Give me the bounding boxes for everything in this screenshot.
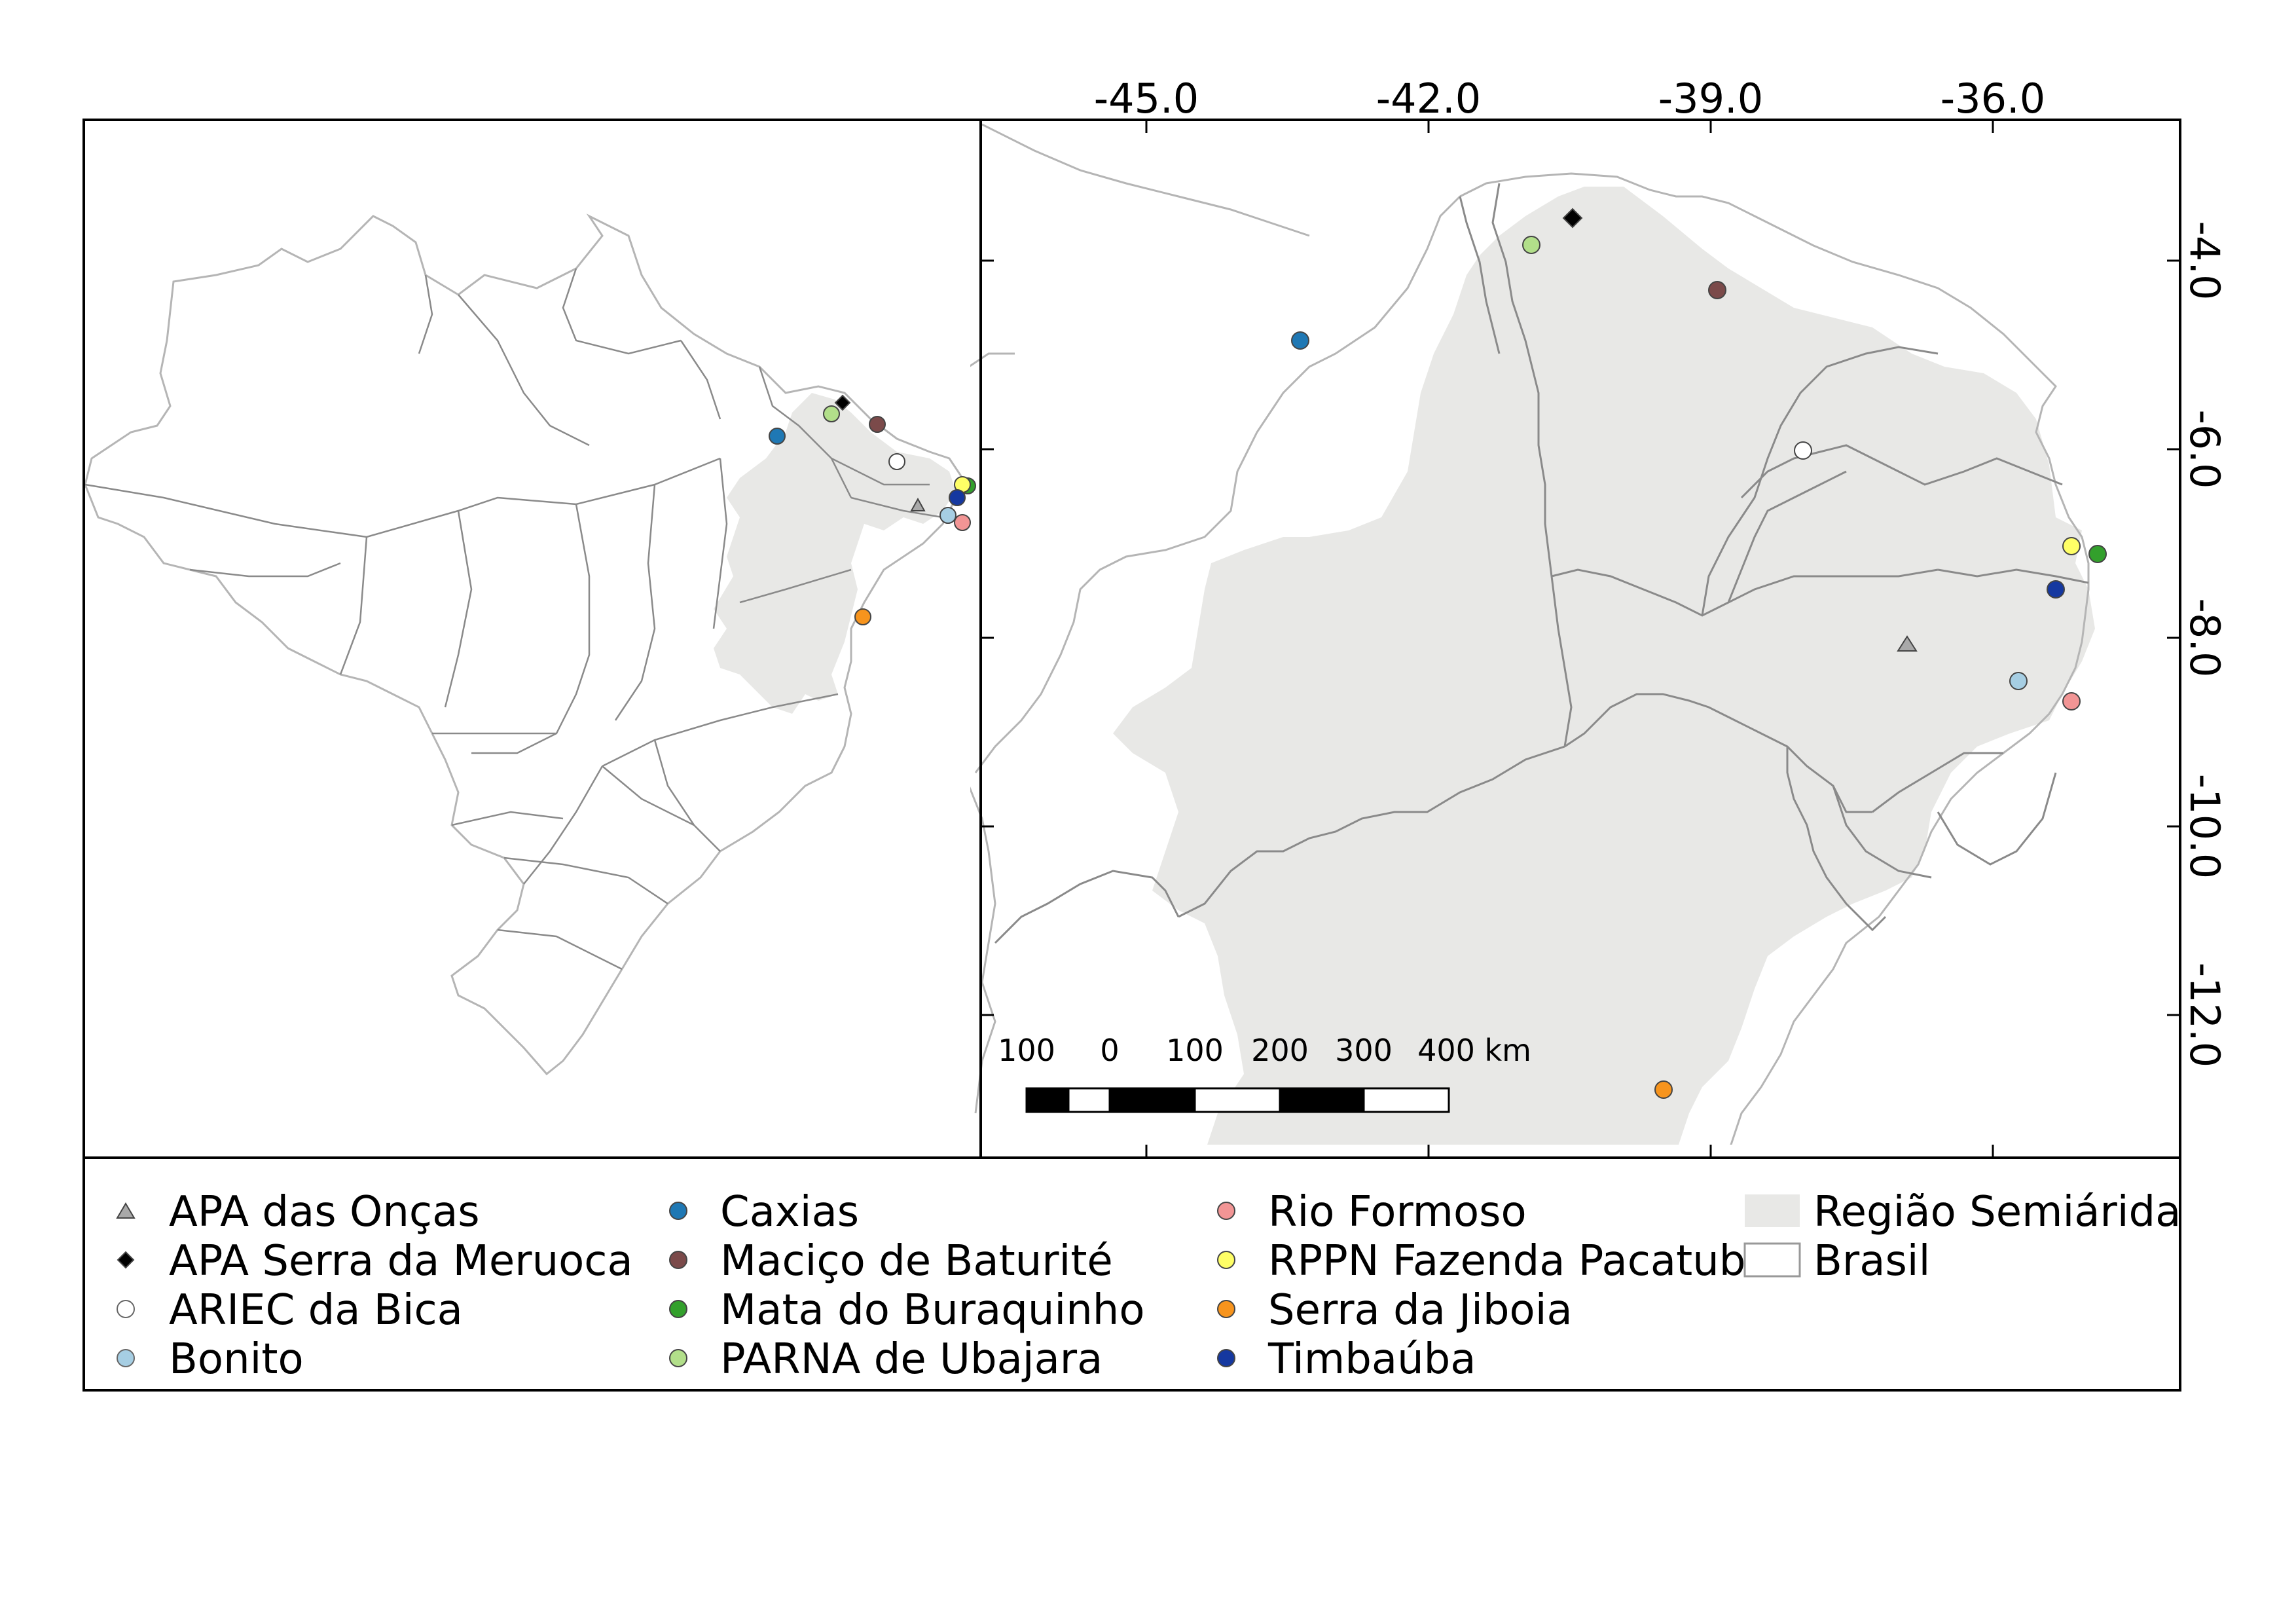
legend-label-apa-das-oncas: APA das Onças <box>169 1188 480 1236</box>
legend-circle-icon <box>117 1300 135 1318</box>
lat-tick-label: -10.0 <box>2181 774 2229 879</box>
scale-bar-label: 200 <box>1251 1033 1309 1068</box>
longitude-ticks <box>1145 120 1994 1158</box>
legend-label-bonito: Bonito <box>169 1335 304 1384</box>
scale-bar-label: 100 <box>1166 1033 1224 1068</box>
site-rppn-fazenda-pacatuba <box>2062 537 2081 555</box>
site-apa-das-oncas <box>1897 635 1918 652</box>
legend-label-regiao-semiarida: Região Semiárida <box>1813 1188 2181 1236</box>
legend-label-mata-do-buraquinho: Mata do Buraquinho <box>720 1286 1144 1335</box>
overview-site-ariec-da-bica <box>888 453 905 470</box>
scale-bar-label: 300 <box>1335 1033 1393 1068</box>
legend-circle-icon <box>669 1251 687 1269</box>
site-serra-da-jiboia <box>1654 1080 1673 1099</box>
overview-site-bonito <box>939 507 957 524</box>
overview-panel-frame <box>82 119 982 1159</box>
scale-bar: 100 0 100 200 300 400 km <box>998 1033 1531 1113</box>
overview-semiarid-region <box>714 393 956 714</box>
lon-tick-label: -36.0 <box>1941 75 2045 122</box>
detail-sites <box>1291 208 2107 1099</box>
overview-site-rio-formoso <box>954 514 971 531</box>
overview-site-apa-serra-da-meruoca <box>834 394 851 411</box>
legend-circle-icon <box>1217 1349 1235 1367</box>
legend-circle-icon <box>1217 1300 1235 1318</box>
legend-circle-icon <box>669 1202 687 1220</box>
site-parna-de-ubajara <box>1522 236 1540 254</box>
overview-sites <box>769 394 976 625</box>
legend-circle-icon <box>117 1349 135 1367</box>
detail-river-north <box>981 123 1310 237</box>
legend-label-rio-formoso: Rio Formoso <box>1268 1188 1527 1236</box>
legend-label-caxias: Caxias <box>720 1188 859 1236</box>
detail-state-borders <box>994 183 2089 944</box>
site-macico-de-baturite <box>1708 281 1726 299</box>
site-mata-do-buraquinho <box>2088 545 2107 563</box>
legend-frame <box>82 1156 2181 1392</box>
overview-site-apa-das-oncas <box>910 497 926 511</box>
detail-semiarid-region <box>1113 187 2095 1145</box>
lon-tick-label: -42.0 <box>1376 75 1481 122</box>
scale-bar-label: 0 <box>1100 1033 1119 1068</box>
legend-diamond-icon <box>117 1251 135 1269</box>
legend-label-timbauba: Timbaúba <box>1267 1335 1476 1384</box>
lat-tick-label: -6.0 <box>2181 410 2229 489</box>
overview-site-timbauba <box>949 489 966 506</box>
overview-site-parna-de-ubajara <box>823 405 840 422</box>
site-ariec-da-bica <box>1794 441 1812 460</box>
site-timbauba <box>2047 580 2065 599</box>
detail-western-border <box>974 195 1461 773</box>
overview-site-macico-de-baturite <box>869 416 886 433</box>
site-rio-formoso <box>2062 692 2081 710</box>
site-bonito <box>2009 672 2028 690</box>
legend-label-serra-da-jiboia: Serra da Jiboia <box>1268 1286 1573 1335</box>
site-apa-serra-da-meruoca <box>1562 208 1583 229</box>
legend-label-macico-de-baturite: Maciço de Baturité <box>720 1237 1113 1285</box>
overview-site-caxias <box>769 428 786 445</box>
lat-tick-label: -8.0 <box>2181 599 2229 678</box>
brazil-state-borders <box>84 268 943 970</box>
scale-bar-label: 100 <box>998 1033 1055 1068</box>
site-caxias <box>1291 331 1309 350</box>
lon-tick-label: -39.0 <box>1658 75 1763 122</box>
legend-label-parna-de-ubajara: PARNA de Ubajara <box>720 1335 1102 1384</box>
legend-label-brasil: Brasil <box>1813 1237 1930 1285</box>
lon-tick-label: -45.0 <box>1094 75 1199 122</box>
lat-tick-label: -12.0 <box>2181 963 2229 1067</box>
scale-bar-label: 400 km <box>1417 1033 1531 1068</box>
legend-label-rppn-fazenda-pacatuba: RPPN Fazenda Pacatuba <box>1268 1237 1772 1285</box>
legend-circle-icon <box>669 1300 687 1318</box>
latitude-ticks <box>981 259 2180 1016</box>
detail-river-west <box>970 352 1015 1114</box>
legend-label-ariec-da-bica: ARIEC da Bica <box>169 1286 463 1335</box>
brazil-outline <box>84 213 964 1076</box>
legend-semiarid-swatch <box>1745 1194 1800 1227</box>
legend-label-apa-serra-da-meruoca: APA Serra da Meruoca <box>169 1237 633 1285</box>
legend-circle-icon <box>1217 1251 1235 1269</box>
brazil-overview-panel <box>82 119 982 1159</box>
legend: APA das Onças APA Serra da Meruoca ARIEC… <box>82 1156 2181 1392</box>
legend-triangle-icon <box>116 1202 136 1219</box>
legend-circle-icon <box>1217 1202 1235 1220</box>
legend-circle-icon <box>669 1349 687 1367</box>
legend-brasil-swatch <box>1743 1242 1801 1278</box>
northeast-detail-panel: -45.0 -42.0 -39.0 -36.0 -4.0 -6.0 -8.0 -… <box>970 75 2229 1159</box>
lat-tick-label: -4.0 <box>2181 221 2229 301</box>
detail-coastline <box>1459 172 2090 1145</box>
overview-site-serra-da-jiboia <box>854 608 871 625</box>
